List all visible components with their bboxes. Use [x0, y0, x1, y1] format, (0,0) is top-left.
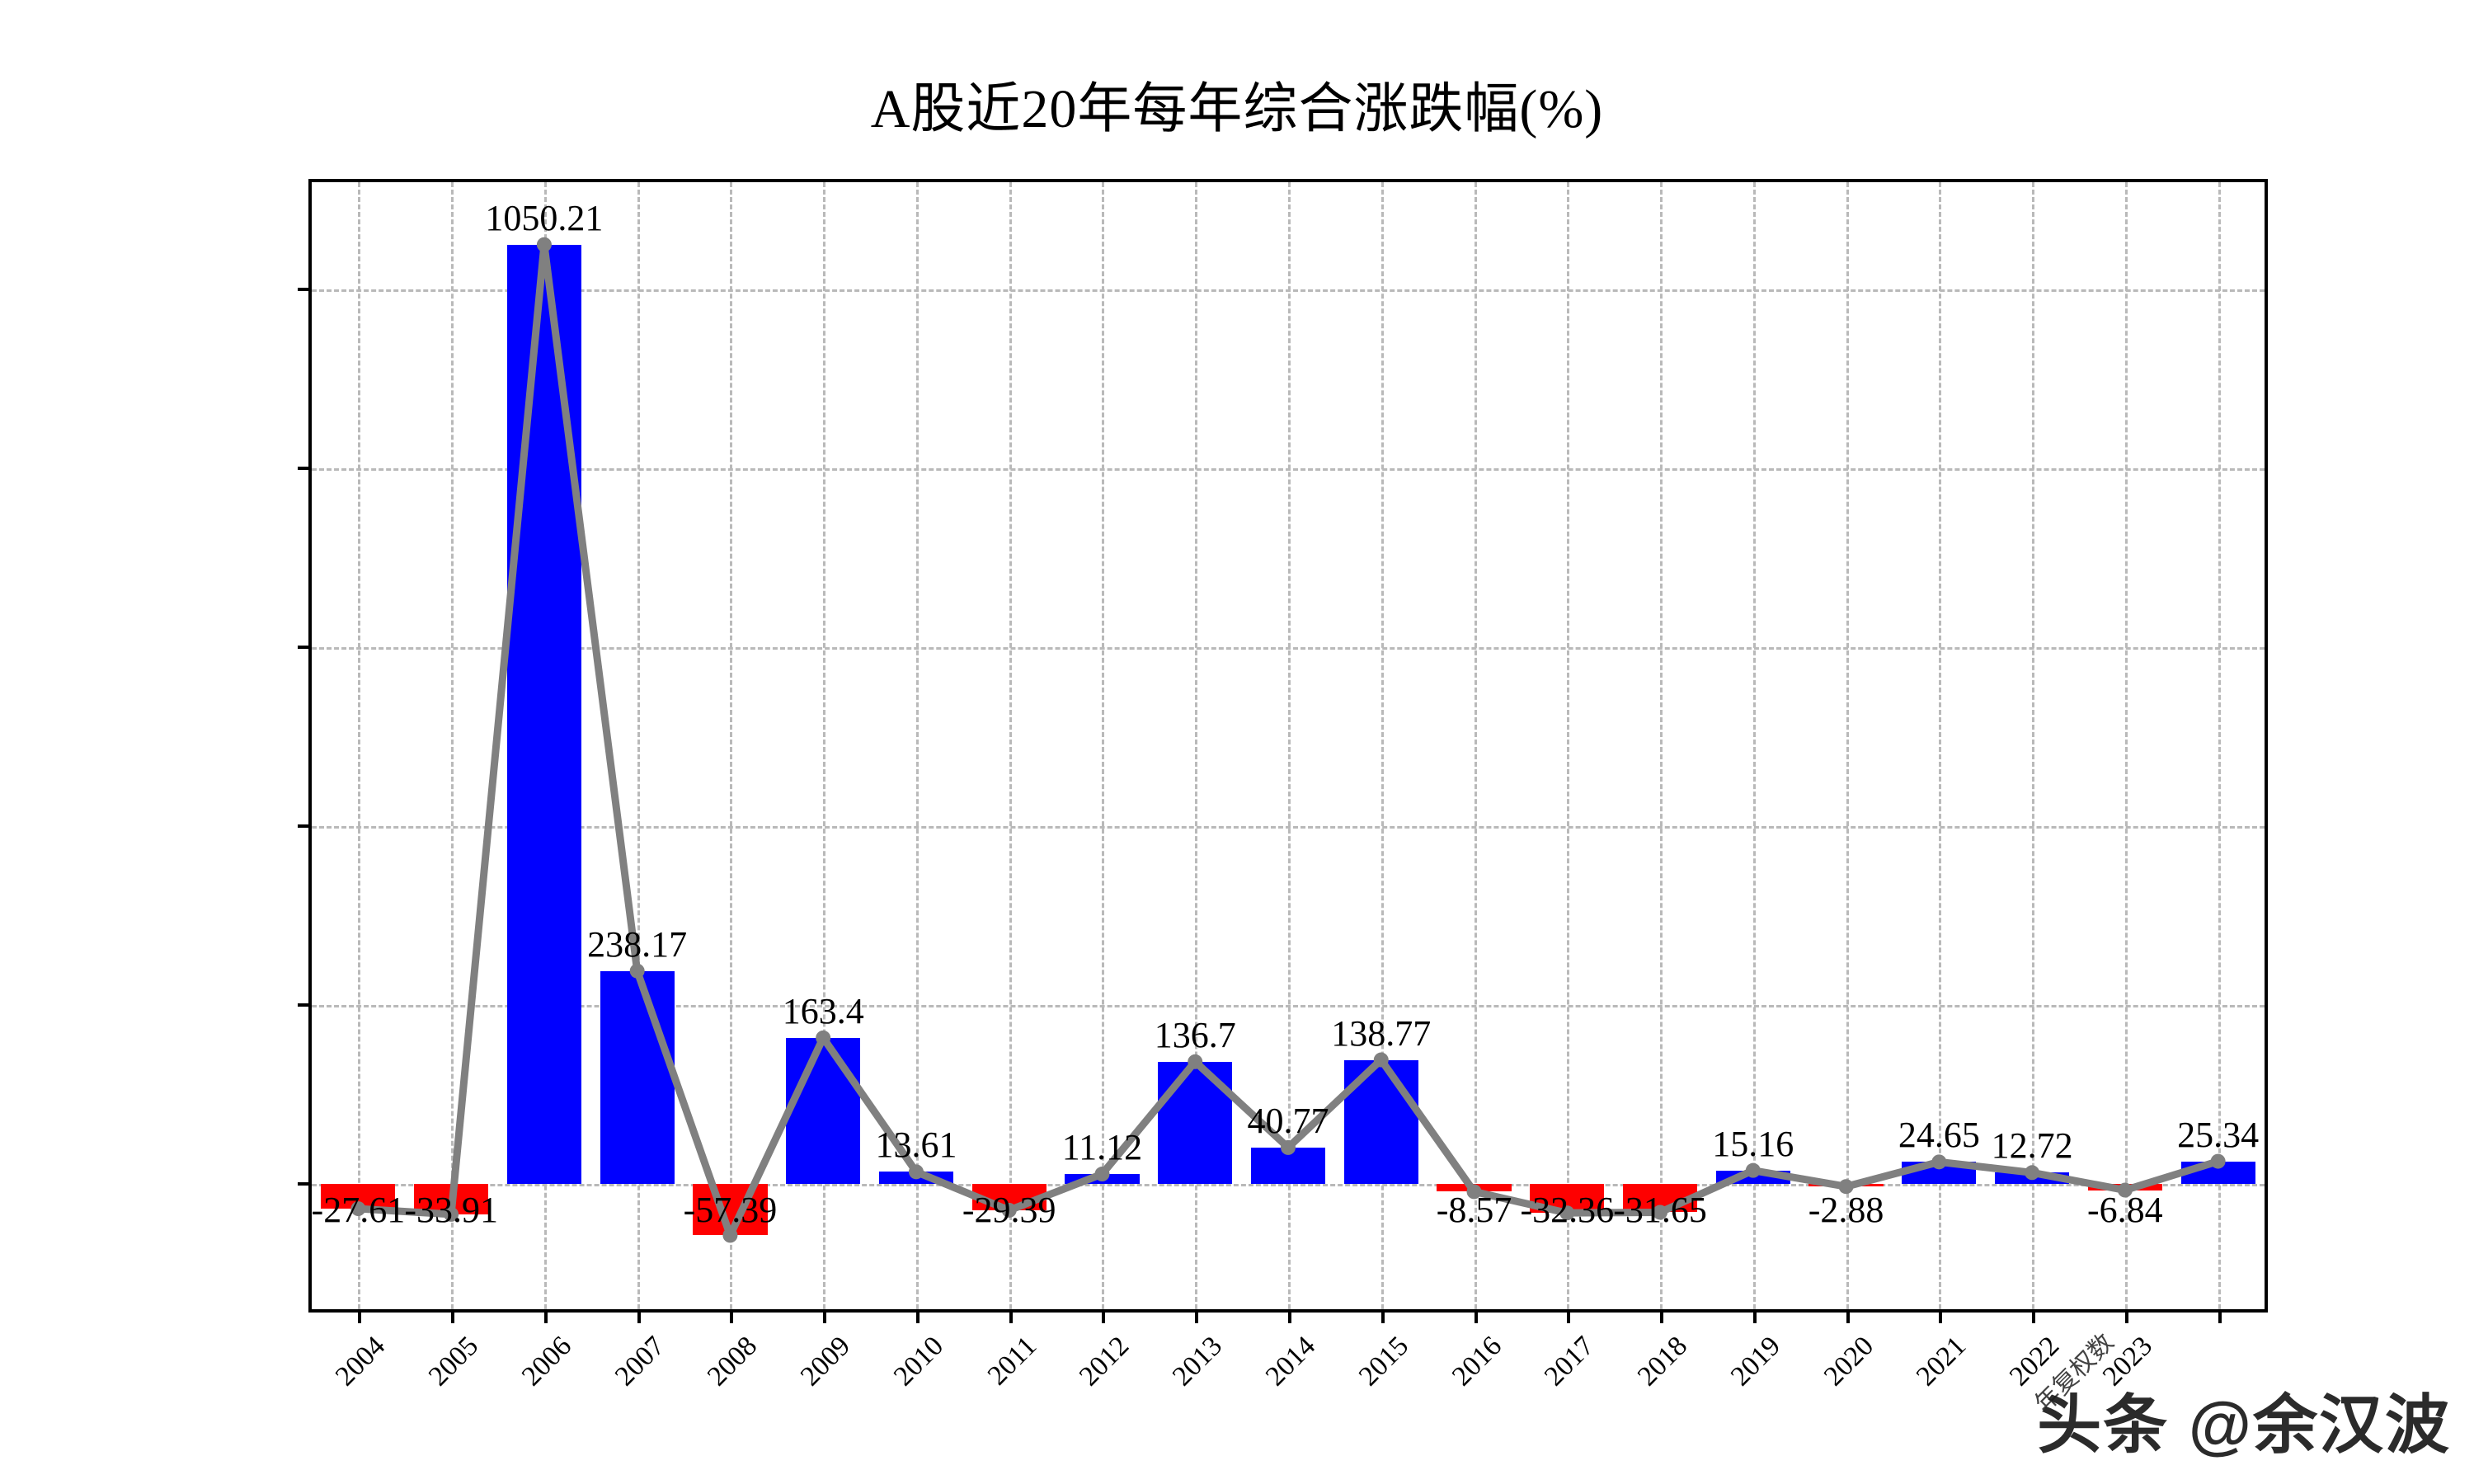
bar	[1994, 1172, 2070, 1185]
x-tick-mark	[1102, 1309, 1106, 1323]
x-tick-mark	[1939, 1309, 1943, 1323]
gridline-vertical	[1474, 182, 1477, 1309]
y-tick-mark	[298, 646, 312, 650]
bar-value-label: 138.77	[1331, 1012, 1432, 1054]
x-tick-mark	[1380, 1309, 1385, 1323]
x-tick-mark	[1567, 1309, 1571, 1323]
y-tick-mark	[298, 288, 312, 292]
x-tick-label: 2014	[1259, 1331, 1322, 1392]
x-tick-label: 2020	[1818, 1331, 1879, 1392]
bar-value-label: 40.77	[1247, 1100, 1329, 1141]
x-tick-mark	[1288, 1309, 1291, 1323]
plot-inner: -27.61 -33.91 1050.21 238.17 -57.39 163.4 13.6…	[298, 182, 2265, 1392]
y-tick-mark	[298, 1003, 312, 1007]
x-tick-label: 2013	[1167, 1331, 1229, 1392]
x-tick-mark	[358, 1309, 362, 1323]
x-tick-label: 2019	[1724, 1331, 1786, 1392]
bar	[1158, 1061, 1233, 1185]
x-tick-mark	[1009, 1309, 1013, 1323]
x-tick-label: 2017	[1539, 1331, 1601, 1392]
bar	[1715, 1170, 1790, 1185]
chart-title: A股近20年每年综合涨跌幅(%)	[870, 79, 1604, 139]
bar	[600, 970, 675, 1185]
x-tick-label: 2005	[423, 1331, 485, 1392]
x-tick-mark	[2218, 1309, 2222, 1323]
bar-value-label: -57.39	[683, 1190, 778, 1231]
bar-value-label: 25.34	[2177, 1114, 2260, 1155]
x-tick-label: 2016	[1446, 1331, 1507, 1392]
x-tick-mark	[730, 1309, 734, 1323]
y-tick-mark	[298, 1182, 312, 1186]
x-tick-mark	[1195, 1309, 1199, 1323]
bar-value-label: -32.36	[1520, 1190, 1615, 1231]
bar-value-label: -27.61	[311, 1190, 406, 1231]
x-tick-mark	[1474, 1309, 1478, 1323]
gridline-vertical	[451, 182, 454, 1309]
bar-value-label: 1050.21	[485, 197, 604, 238]
x-tick-label: 2006	[515, 1331, 578, 1392]
x-tick-label: 2004	[330, 1331, 392, 1392]
x-tick-mark	[451, 1309, 455, 1323]
x-tick-mark	[1752, 1309, 1757, 1323]
x-tick-mark	[543, 1309, 548, 1323]
gridline-vertical	[730, 182, 733, 1309]
bar-value-label: -6.84	[2087, 1190, 2163, 1231]
x-tick-mark	[823, 1309, 827, 1323]
bar-value-label: 163.4	[782, 990, 864, 1031]
bar	[506, 244, 581, 1185]
x-tick-label: 2009	[795, 1331, 857, 1392]
bar	[1808, 1184, 1884, 1187]
bar	[2180, 1161, 2255, 1185]
gridline-vertical	[1846, 182, 1849, 1309]
watermark-logo: 头条 @余汉波	[2037, 1388, 2451, 1461]
y-tick-mark	[298, 824, 312, 829]
bar-value-label: 15.16	[1712, 1123, 1794, 1164]
bar-value-label: 13.61	[875, 1125, 957, 1166]
bar	[1065, 1174, 1140, 1185]
x-tick-label: 2012	[1074, 1331, 1136, 1392]
bar-value-label: 12.72	[1991, 1125, 2073, 1167]
x-tick-label: 2011	[981, 1331, 1042, 1392]
x-tick-mark	[637, 1309, 641, 1323]
plot-area: -27.61 -33.91 1050.21 238.17 -57.39 163.4 13.6…	[298, 179, 2268, 1392]
bar-value-label: 24.65	[1898, 1115, 1980, 1156]
gridline-vertical	[1567, 182, 1570, 1309]
bar	[1902, 1162, 1977, 1185]
bar	[1343, 1059, 1418, 1185]
x-tick-label: 2007	[609, 1331, 670, 1392]
x-tick-mark	[915, 1309, 920, 1323]
x-tick-mark	[2032, 1309, 2036, 1323]
gridline-vertical	[1660, 182, 1663, 1309]
x-tick-label: 2018	[1631, 1331, 1694, 1392]
gridline-vertical	[2124, 182, 2128, 1309]
y-tick-mark	[298, 467, 312, 471]
x-tick-label: 2015	[1352, 1331, 1414, 1392]
x-tick-mark	[1660, 1309, 1664, 1323]
bar	[786, 1037, 861, 1185]
bar-value-label: -29.39	[962, 1190, 1056, 1231]
bar	[878, 1172, 954, 1185]
x-tick-label: 2008	[702, 1331, 764, 1392]
x-tick-mark	[2124, 1309, 2128, 1323]
bar-value-label: 238.17	[587, 923, 688, 965]
bar-value-label: 11.12	[1061, 1127, 1143, 1168]
x-tick-label: 2010	[887, 1331, 950, 1392]
gridline-vertical	[1009, 182, 1012, 1309]
bar-value-label: -2.88	[1808, 1190, 1884, 1231]
bar-value-label: -33.91	[404, 1190, 498, 1231]
bar-value-label: -31.65	[1613, 1190, 1707, 1231]
bar-value-label: -8.57	[1436, 1190, 1512, 1231]
bar	[1250, 1147, 1326, 1185]
gridline-vertical	[358, 182, 361, 1309]
x-tick-mark	[1846, 1309, 1850, 1323]
x-tick-label: 2021	[1911, 1331, 1973, 1392]
bar-value-label: 136.7	[1154, 1014, 1236, 1055]
